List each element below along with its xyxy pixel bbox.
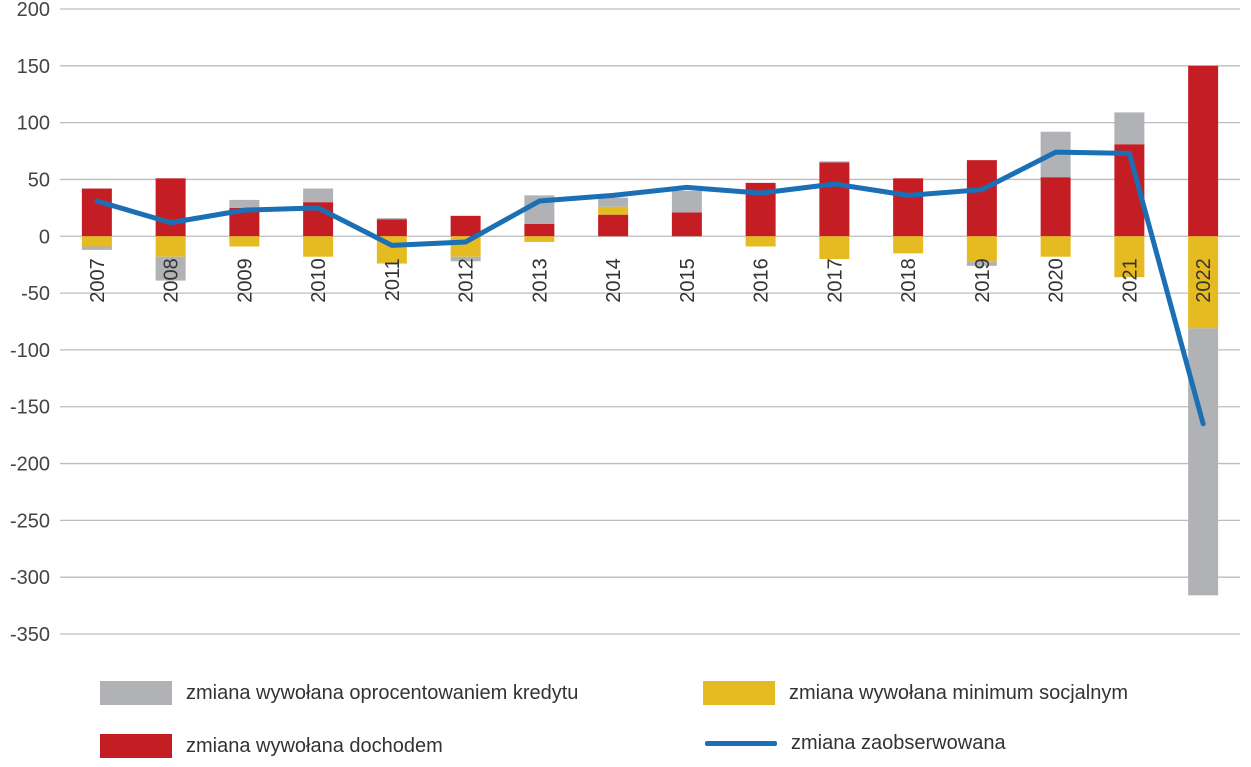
bar-segment xyxy=(893,236,924,254)
x-tick-label: 2012 xyxy=(456,258,478,303)
x-tick-label: 2014 xyxy=(603,258,625,303)
bar-segment xyxy=(1114,236,1145,278)
y-tick-label: -100 xyxy=(10,340,50,362)
bar-segment xyxy=(229,199,260,208)
legend-label: zmiana wywołana minimum socjalnym xyxy=(789,681,1128,704)
x-tick-label: 2015 xyxy=(677,258,699,303)
y-tick-label: -50 xyxy=(21,283,50,305)
y-tick-label: 50 xyxy=(28,169,50,191)
y-tick-label: -300 xyxy=(10,567,50,589)
y-tick-label: 200 xyxy=(17,0,50,21)
y-tick-label: -200 xyxy=(10,454,50,476)
x-tick-label: 2017 xyxy=(824,258,846,303)
bar-segment xyxy=(1188,65,1219,237)
x-tick-label: 2008 xyxy=(161,258,183,303)
chart: 200 150 100 50 0 -50 -100 -150 -200 -250 -300 -350 2… xyxy=(10,0,1240,646)
y-tick-label: -350 xyxy=(10,624,50,646)
legend-label: zmiana wywołana oprocentowaniem kredytu xyxy=(186,681,579,704)
bar-segment xyxy=(229,236,260,247)
bar-segment xyxy=(598,206,629,215)
bar-segment xyxy=(671,212,702,237)
bar-segment xyxy=(1040,236,1071,257)
bar-segment xyxy=(376,218,407,220)
bar-segment xyxy=(303,188,334,203)
x-tick-label: 2010 xyxy=(308,258,330,303)
x-tick-label: 2020 xyxy=(1046,258,1068,303)
bar-segment xyxy=(966,236,997,262)
x-tick-label: 2016 xyxy=(751,258,773,303)
bar-segment xyxy=(1188,328,1219,596)
bar-segment xyxy=(303,236,334,257)
bar-segment xyxy=(376,219,407,237)
x-tick-label: 2021 xyxy=(1119,258,1141,303)
bar-segment xyxy=(155,178,186,237)
legend-swatch-observed xyxy=(705,741,777,746)
bar-segment xyxy=(671,190,702,213)
bar-segment xyxy=(155,256,186,281)
y-tick-label: 150 xyxy=(17,56,50,78)
bar-segment xyxy=(1114,112,1145,145)
x-tick-label: 2022 xyxy=(1193,258,1215,303)
x-tick-label: 2019 xyxy=(972,258,994,303)
x-tick-label: 2013 xyxy=(529,258,551,303)
bar-segment xyxy=(450,215,481,237)
bar-segment xyxy=(966,261,997,266)
bar-segment xyxy=(81,246,112,250)
legend-item-credit: zmiana wywołana oprocentowaniem kredytu xyxy=(100,681,578,705)
x-tick-label: 2007 xyxy=(87,258,109,303)
y-tick-label: -150 xyxy=(10,397,50,419)
bar-segment xyxy=(81,236,112,247)
bar-segment xyxy=(524,236,555,242)
legend-label: zmiana wywołana dochodem xyxy=(186,734,443,757)
bar-segment xyxy=(598,214,629,237)
bar-segment xyxy=(598,197,629,207)
x-tick-label: 2009 xyxy=(234,258,256,303)
bar-segment xyxy=(1188,236,1219,329)
legend-swatch-income xyxy=(100,734,172,758)
x-tick-label: 2011 xyxy=(382,258,404,301)
bar-segment xyxy=(893,178,924,237)
bar-segment xyxy=(745,236,776,247)
legend-swatch-credit xyxy=(100,681,172,705)
legend-item-income: zmiana wywołana dochodem xyxy=(100,734,443,758)
legend-item-observed: zmiana zaobserwowana xyxy=(705,732,1006,755)
bar-segment xyxy=(81,188,112,237)
bar-segment xyxy=(450,256,481,262)
bar-segment xyxy=(155,236,186,257)
legend-swatch-social-minimum xyxy=(703,681,775,705)
bar-segment xyxy=(1040,177,1071,237)
observed-change-line xyxy=(94,149,1206,427)
bar-segment xyxy=(966,160,997,237)
bar-segment xyxy=(819,162,850,237)
bar-segment xyxy=(819,161,850,163)
y-tick-label: -250 xyxy=(10,510,50,532)
bar-segment xyxy=(524,223,555,237)
y-tick-label: 0 xyxy=(39,226,50,248)
legend-item-social-minimum: zmiana wywołana minimum socjalnym xyxy=(703,681,1128,705)
x-tick-label: 2018 xyxy=(898,258,920,303)
legend-label: zmiana zaobserwowana xyxy=(791,732,1006,754)
y-tick-label: 100 xyxy=(17,113,50,135)
bar-segment xyxy=(819,236,850,259)
